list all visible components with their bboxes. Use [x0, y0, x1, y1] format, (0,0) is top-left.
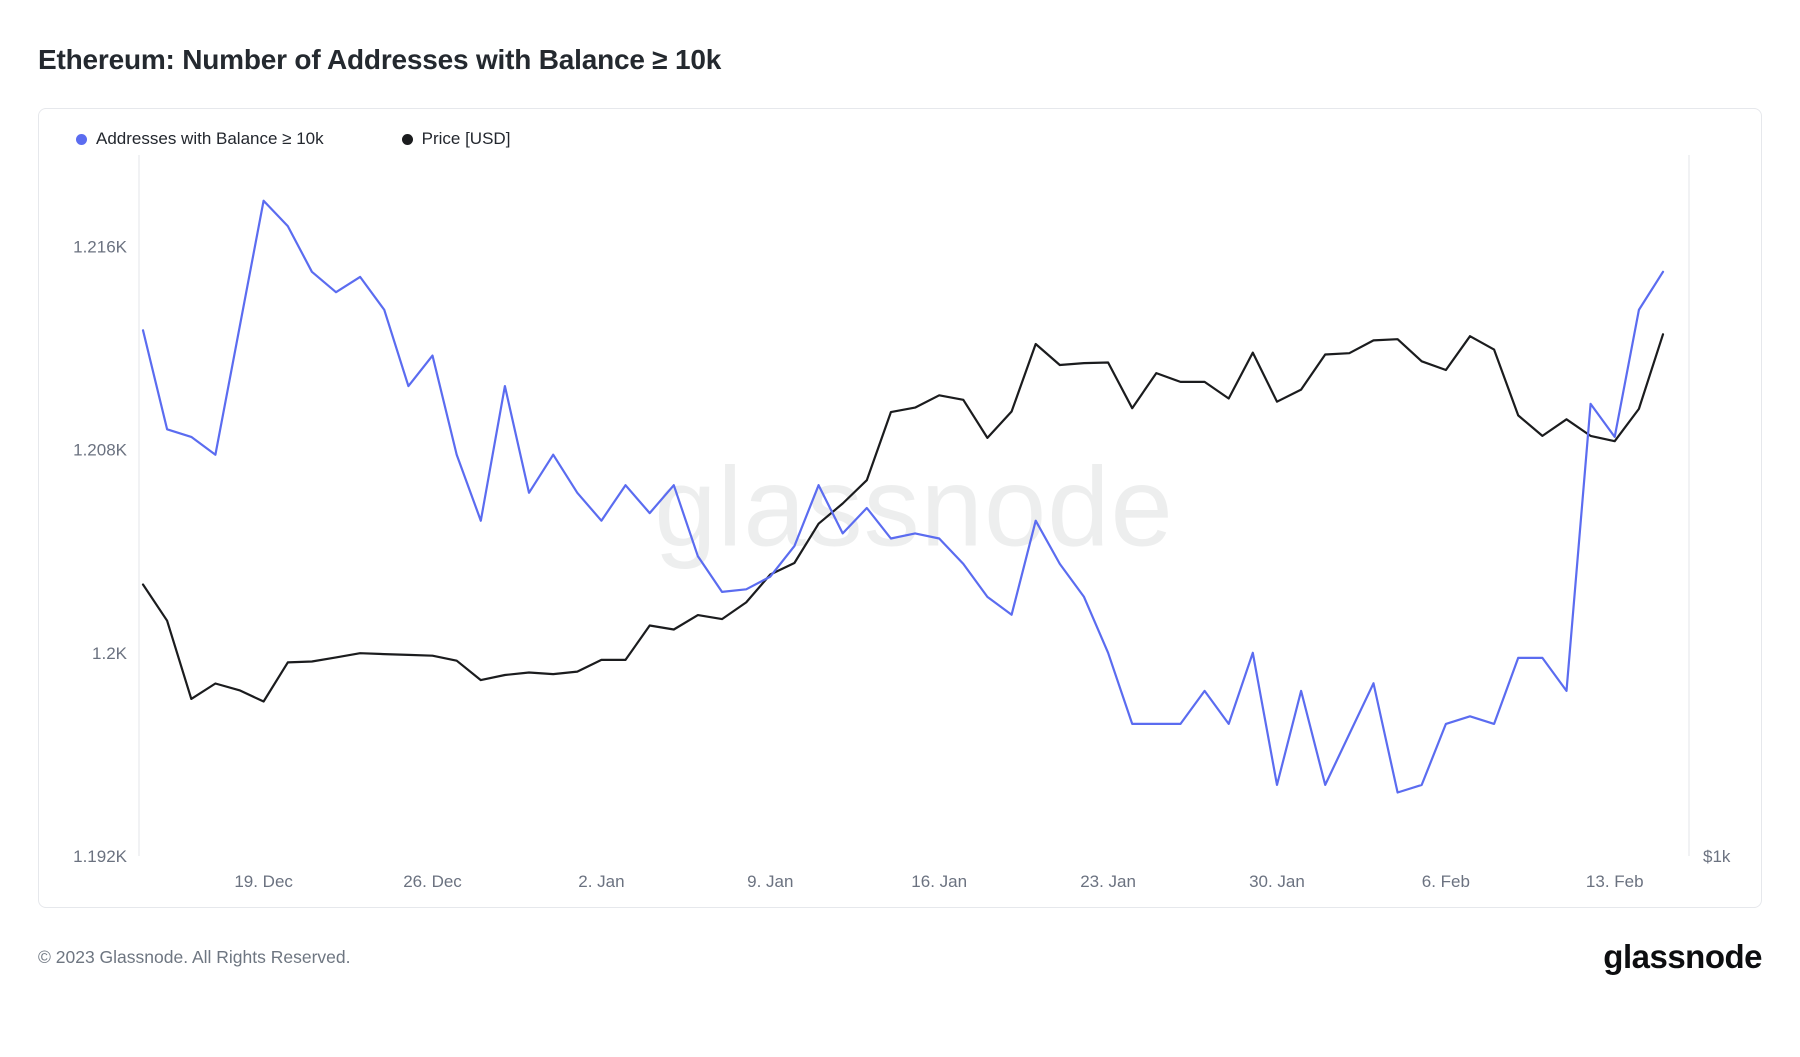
plot-borders [138, 155, 1690, 856]
legend-item-price[interactable]: Price [USD] [401, 129, 511, 149]
axis-tick-label: 1.2K [92, 644, 128, 663]
axis-tick-label: 13. Feb [1586, 872, 1644, 891]
axis-tick-label: 26. Dec [403, 872, 462, 891]
axis-tick-label: 23. Jan [1080, 872, 1136, 891]
chart-card: Addresses with Balance ≥ 10k Price [USD]… [38, 108, 1762, 908]
series-addresses-line [141, 199, 1665, 794]
axis-tick-label: 6. Feb [1422, 872, 1470, 891]
page-title: Ethereum: Number of Addresses with Balan… [38, 44, 722, 75]
footer-copyright: © 2023 Glassnode. All Rights Reserved. [38, 946, 351, 967]
series-price-line [141, 333, 1665, 703]
footer: © 2023 Glassnode. All Rights Reserved. g… [38, 938, 1762, 976]
legend-dot-addresses-icon [76, 133, 87, 145]
x-axis-labels: 19. Dec 26. Dec 2. Jan 9. Jan 16. Jan 23. Jan… [234, 872, 1643, 891]
axis-tick-label: 1.216K [73, 237, 128, 256]
axis-tick-label: 2. Jan [578, 872, 624, 891]
glassnode-logo: glassnode [1603, 938, 1762, 975]
legend-label-price: Price [USD] [421, 129, 511, 148]
legend-item-addresses[interactable]: Addresses with Balance ≥ 10k [76, 129, 324, 149]
y-axis-labels: 1.216K 1.208K 1.2K 1.192K $1k [73, 237, 1731, 866]
chart-legend: Addresses with Balance ≥ 10k Price [USD] [76, 129, 510, 149]
axis-tick-label: $1k [1703, 847, 1731, 866]
axis-tick-label: 1.192K [73, 847, 128, 866]
page: Ethereum: Number of Addresses with Balan… [0, 44, 1800, 976]
watermark: glassnode [654, 445, 1174, 570]
axis-tick-label: 16. Jan [911, 872, 967, 891]
axis-tick-label: 30. Jan [1249, 872, 1305, 891]
axis-tick-label: 9. Jan [747, 872, 793, 891]
axis-tick-label: 1.208K [73, 441, 128, 460]
axis-tick-label: 19. Dec [234, 872, 293, 891]
legend-dot-price-icon [401, 133, 413, 145]
chart-svg[interactable]: glassnode 1.216K 1.208K 1.2K 1.192K $1k 19. … [39, 109, 1761, 907]
legend-label-addresses: Addresses with Balance ≥ 10k [96, 129, 324, 148]
